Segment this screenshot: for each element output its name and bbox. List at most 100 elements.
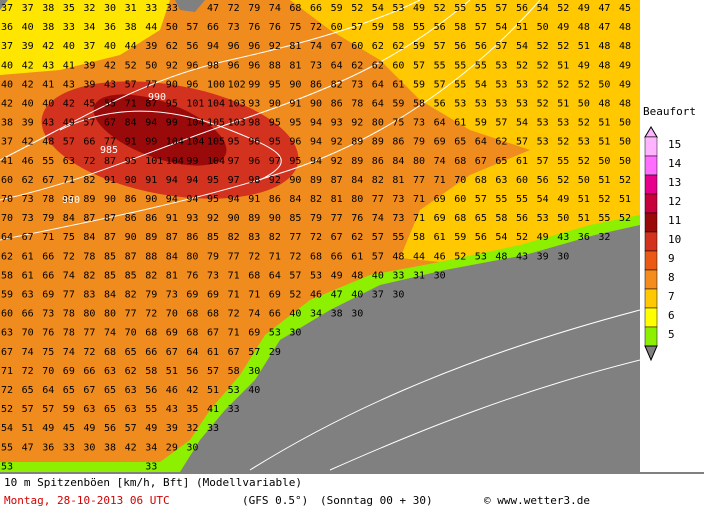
gust-value: 30 [104,3,116,14]
gust-value: 41 [1,156,13,167]
gust-value: 57 [475,194,487,205]
gust-value: 51 [619,194,631,205]
gust-value: 89 [310,175,322,186]
gust-value: 48 [619,99,631,110]
legend: Beaufort 15 14 13 12 11 10 9 8 7 6 5 [643,105,696,362]
gust-value: 83 [248,232,260,243]
gust-value: 55 [454,60,466,71]
gust-value: 37 [372,290,384,301]
gust-value: 39 [537,251,549,262]
gust-value: 95 [166,99,178,110]
gust-value: 89 [351,137,363,148]
gust-value: 48 [392,251,404,262]
gust-value: 53 [537,213,549,224]
gust-value: 75 [63,232,75,243]
gust-value: 67 [83,385,95,396]
gust-value: 39 [22,41,34,52]
gust-value: 96 [289,137,301,148]
gust-value: 77 [104,137,116,148]
gust-value: 30 [351,309,363,320]
gust-value: 54 [516,41,528,52]
gust-value: 45 [83,99,95,110]
gust-value: 43 [42,60,54,71]
gust-value: 98 [248,175,260,186]
gust-value: 75 [289,22,301,33]
gust-value: 60 [1,309,13,320]
gust-value: 73 [413,118,425,129]
legend-label: 7 [668,290,675,303]
gust-value: 38 [1,118,13,129]
gust-value: 87 [83,213,95,224]
gust-value: 62 [351,60,363,71]
gust-value: 57 [434,41,446,52]
gust-value: 63 [63,156,75,167]
gust-value: 59 [331,3,343,14]
gust-value: 87 [166,232,178,243]
gust-value: 69 [434,213,446,224]
gust-value: 47 [598,22,610,33]
gust-value: 73 [42,309,54,320]
gust-value: 98 [248,118,260,129]
gust-value: 68 [454,213,466,224]
gust-value: 52 [289,290,301,301]
gust-value: 76 [248,22,260,33]
gust-value: 33 [228,404,240,415]
gust-value: 66 [42,270,54,281]
gust-value: 96 [186,60,198,71]
gust-value: 54 [537,194,549,205]
gust-value: 42 [22,137,34,148]
gust-value: 48 [598,41,610,52]
gust-value: 44 [413,251,425,262]
gust-value: 72 [83,156,95,167]
gust-value: 54 [475,79,487,90]
gust-value: 82 [83,175,95,186]
gust-value: 71 [248,290,260,301]
gust-value: 42 [1,99,13,110]
gust-value: 63 [495,175,507,186]
legend-label: 15 [668,138,681,151]
gust-value: 40 [104,41,116,52]
gust-value: 65 [125,347,137,358]
legend-swatch [644,136,658,157]
gust-value: 61 [516,156,528,167]
gust-value: 51 [22,423,34,434]
legend-swatch [644,155,658,176]
gust-value: 104 [186,137,204,148]
legend-swatch [644,288,658,309]
gust-value: 67 [104,118,116,129]
gust-value: 73 [22,213,34,224]
gust-value: 65 [63,385,75,396]
gust-value: 71 [42,232,54,243]
gust-value: 51 [557,99,569,110]
gust-value: 49 [413,3,425,14]
gust-value: 89 [372,137,384,148]
gust-value: 78 [83,251,95,262]
gust-value: 58 [454,22,466,33]
legend-label: 8 [668,271,675,284]
gust-value: 67 [42,175,54,186]
legend-label: 6 [668,309,675,322]
gust-value: 46 [22,156,34,167]
gust-value: 84 [83,232,95,243]
gust-value: 86 [392,137,404,148]
gust-value: 55 [516,194,528,205]
gust-value: 92 [331,156,343,167]
gust-value: 82 [145,270,157,281]
gust-value: 71 [125,99,137,110]
gust-value: 80 [104,309,116,320]
gust-value: 65 [454,137,466,148]
gust-value: 100 [207,79,225,90]
gust-value: 59 [63,404,75,415]
gust-value: 49 [331,270,343,281]
gust-value: 72 [289,251,301,262]
gust-value: 57 [434,79,446,90]
gust-value: 39 [166,423,178,434]
gust-value: 48 [598,99,610,110]
gust-value: 38 [125,22,137,33]
gust-value: 80 [351,194,363,205]
gust-value: 33 [63,442,75,453]
gust-value: 79 [413,137,425,148]
gust-value: 57 [495,3,507,14]
gust-value: 49 [63,118,75,129]
gust-value: 62 [372,60,384,71]
